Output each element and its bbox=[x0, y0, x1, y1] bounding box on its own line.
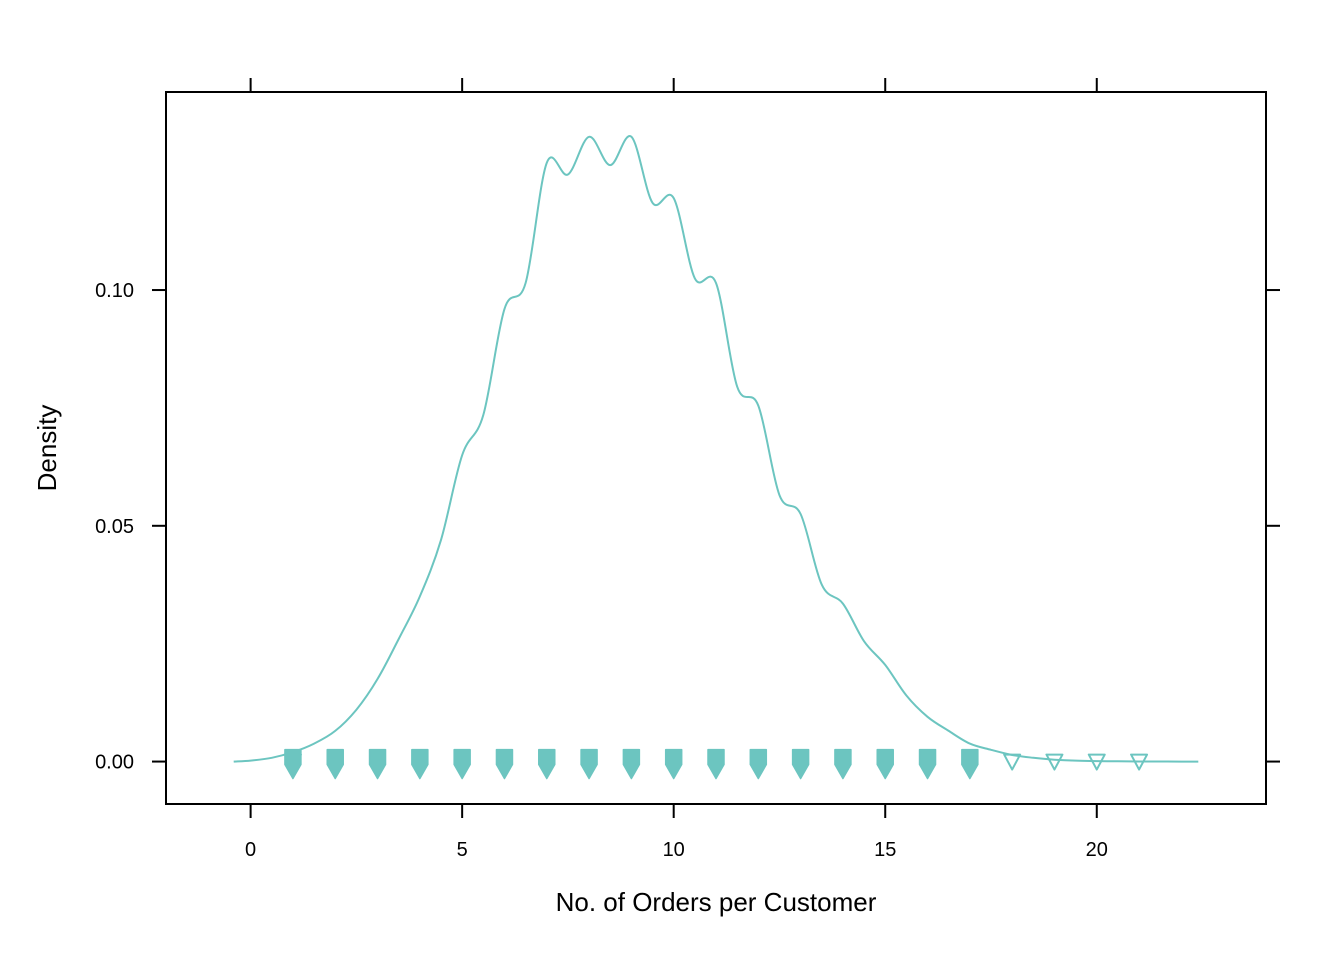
y-tick-label: 0.05 bbox=[95, 516, 134, 538]
rug-marker-filled bbox=[538, 748, 556, 780]
x-tick-label: 5 bbox=[457, 839, 468, 861]
x-tick-label: 10 bbox=[663, 839, 685, 861]
y-axis-label: Density bbox=[32, 405, 62, 492]
rug-marker-filled bbox=[495, 748, 514, 780]
density-curve bbox=[233, 135, 1199, 763]
x-tick-label: 20 bbox=[1086, 839, 1108, 861]
rug-markers bbox=[283, 748, 1149, 780]
rug-marker-filled bbox=[622, 748, 641, 780]
tick-labels: 0 5 10 15 20 0.00 0.05 0.10 bbox=[95, 280, 1108, 861]
rug-marker-filled bbox=[876, 748, 894, 780]
x-axis-label: No. of Orders per Customer bbox=[556, 887, 877, 917]
rug-marker-open bbox=[1045, 753, 1064, 771]
rug-marker-filled bbox=[749, 748, 768, 780]
rug-marker-filled bbox=[453, 748, 471, 780]
y-tick-label: 0.10 bbox=[95, 280, 134, 302]
y-tick-label: 0.00 bbox=[95, 752, 134, 774]
rug-marker-filled bbox=[961, 748, 979, 780]
plot-frame bbox=[165, 91, 1267, 805]
rug-marker-open bbox=[283, 753, 302, 771]
rug-marker-filled bbox=[368, 748, 387, 780]
axis-ticks bbox=[152, 78, 1280, 818]
rug-marker-filled bbox=[580, 748, 598, 780]
rug-marker-filled bbox=[411, 748, 429, 780]
rug-marker-open bbox=[1087, 753, 1106, 771]
rug-marker-filled bbox=[326, 748, 344, 780]
rug-marker-filled bbox=[284, 748, 302, 780]
rug-marker-open bbox=[1130, 753, 1149, 771]
rug-marker-open bbox=[1003, 753, 1022, 771]
x-tick-label: 0 bbox=[245, 839, 256, 861]
x-tick-label: 15 bbox=[874, 839, 896, 861]
rug-marker-filled bbox=[791, 748, 810, 780]
rug-marker-filled bbox=[707, 748, 725, 780]
rug-marker-filled bbox=[664, 748, 683, 780]
rug-marker-filled bbox=[918, 748, 937, 780]
rug-marker-filled bbox=[834, 748, 852, 780]
